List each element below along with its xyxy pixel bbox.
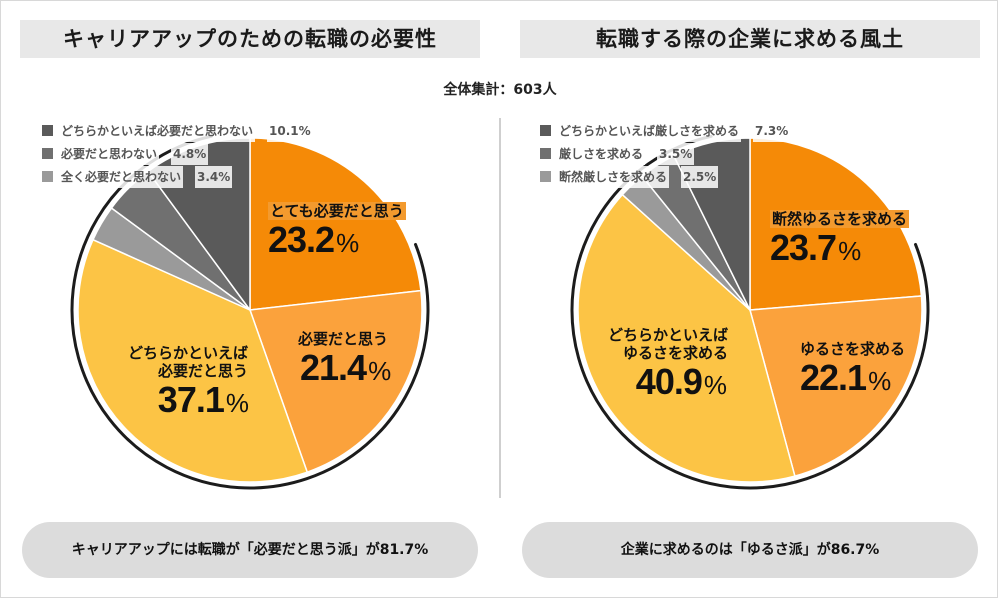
legend-percent: 10.1% <box>267 119 313 142</box>
right-pie-chart <box>570 134 930 490</box>
percent-sign: % <box>336 228 359 258</box>
legend-swatch <box>42 148 53 159</box>
legend-swatch <box>540 125 551 136</box>
left-pie-chart <box>70 134 430 490</box>
slice-name-line2: 必要だと思う <box>157 362 248 380</box>
legend-percent: 7.3% <box>753 119 791 142</box>
legend-swatch <box>540 171 551 182</box>
legend-percent: 4.8% <box>171 142 209 165</box>
legend-percent: 3.4% <box>195 165 233 188</box>
legend-label: 厳しさを求める <box>557 142 646 165</box>
legend-label: 必要だと思わない <box>59 142 160 165</box>
legend-label: 断然厳しさを求める <box>557 165 670 188</box>
left-slice-label-necessary: 必要だと思う 21.4% <box>298 330 391 391</box>
right-legend: どちらかといえば厳しさを求める 7.3% 厳しさを求める 3.5% 断然厳しさを… <box>540 119 791 188</box>
slice-value: 23.2 <box>268 219 335 260</box>
legend-label: 全く必要だと思わない <box>59 165 184 188</box>
slice-value: 40.9 <box>635 361 703 402</box>
legend-percent: 3.5% <box>657 142 695 165</box>
slice-name-line1: どちらかといえば <box>127 344 248 362</box>
left-legend: どちらかといえば必要だと思わない 10.1% 必要だと思わない 4.8% 全く必… <box>42 119 313 188</box>
percent-sign: % <box>868 366 891 396</box>
legend-item: どちらかといえば必要だと思わない 10.1% <box>42 119 313 142</box>
slice-value: 21.4 <box>300 347 367 388</box>
legend-label: どちらかといえば厳しさを求める <box>557 119 742 142</box>
pie-slice <box>749 295 923 477</box>
legend-swatch <box>42 171 53 182</box>
pie-outline-arc <box>570 134 930 490</box>
pie-slice <box>248 289 423 474</box>
slice-value: 37.1 <box>157 379 225 420</box>
legend-percent: 2.5% <box>681 165 719 188</box>
legend-item: 全く必要だと思わない 3.4% <box>42 165 313 188</box>
right-slice-label-somewhat-laid-back: どちらかといえば ゆるさを求める 40.9% <box>608 326 728 405</box>
left-slice-label-very-necessary: とても必要だと思う 23.2% <box>268 202 406 263</box>
percent-sign: % <box>703 370 727 400</box>
right-slice-label-laid-back: ゆるさを求める 22.1% <box>800 340 905 401</box>
left-summary-pill: キャリアアップには転職が「必要だと思う派」が81.7% <box>22 522 478 578</box>
legend-item: 厳しさを求める 3.5% <box>540 142 790 165</box>
right-slice-label-strongly-laid-back: 断然ゆるさを求める 23.7% <box>770 210 910 271</box>
left-chart-title: キャリアアップのための転職の必要性 <box>20 20 480 58</box>
slice-name: 断然ゆるさを求める <box>770 210 910 228</box>
slice-name: とても必要だと思う <box>268 202 406 220</box>
pie-slice <box>577 193 796 483</box>
legend-swatch <box>540 148 551 159</box>
percent-sign: % <box>368 356 391 386</box>
legend-item: 断然厳しさを求める 2.5% <box>540 165 790 188</box>
total-respondents: 全体集計：603人 <box>443 82 557 98</box>
legend-swatch <box>42 125 53 136</box>
percent-sign: % <box>838 236 861 266</box>
percent-sign: % <box>225 388 249 418</box>
legend-item: どちらかといえば厳しさを求める 7.3% <box>540 119 791 142</box>
slice-value: 23.7 <box>770 227 837 268</box>
right-chart-title: 転職する際の企業に求める風土 <box>520 20 980 58</box>
left-slice-label-somewhat-necessary: どちらかといえば 必要だと思う 37.1% <box>127 344 249 423</box>
panel-divider <box>499 118 501 498</box>
pie-outline-arc <box>70 134 430 490</box>
legend-item: 必要だと思わない 4.8% <box>42 142 313 165</box>
slice-name-line1: どちらかといえば <box>607 326 728 344</box>
slice-value: 22.1 <box>800 357 867 398</box>
pie-slice <box>77 238 309 483</box>
right-summary-pill: 企業に求めるのは「ゆるさ派」が86.7% <box>522 522 978 578</box>
slice-name-line2: ゆるさを求める <box>622 344 728 362</box>
legend-label: どちらかといえば必要だと思わない <box>59 119 256 142</box>
slice-name: 必要だと思う <box>298 330 389 348</box>
slice-name: ゆるさを求める <box>800 340 906 358</box>
